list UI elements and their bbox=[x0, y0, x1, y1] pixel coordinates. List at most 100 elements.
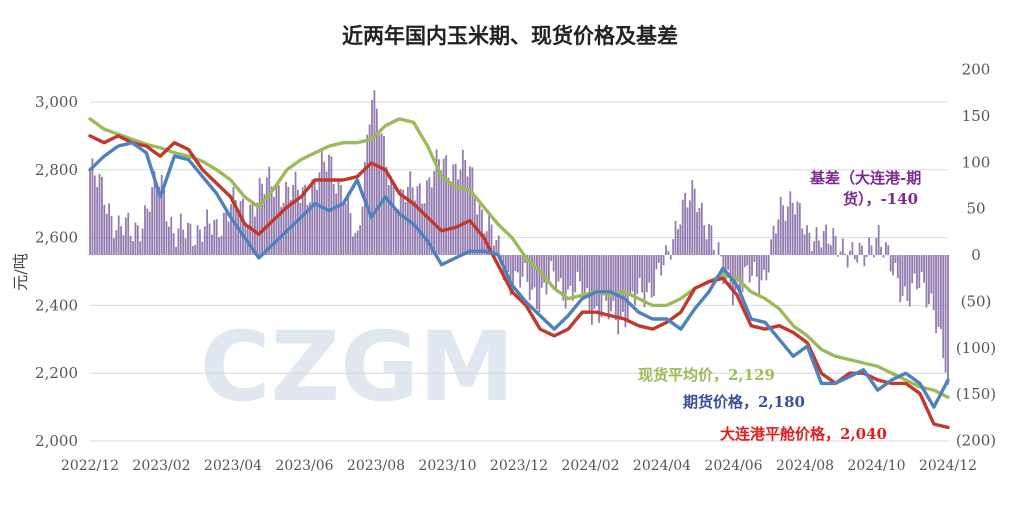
basis-bar bbox=[767, 255, 770, 273]
basis-bar bbox=[521, 255, 524, 277]
dalian-series-label: 大连港平舱价格，2,040 bbox=[720, 425, 887, 443]
y-tick-label-left: 2,800 bbox=[35, 161, 78, 179]
basis-bar bbox=[351, 236, 354, 255]
basis-bar bbox=[679, 224, 682, 255]
basis-bar bbox=[739, 255, 741, 296]
basis-bar bbox=[892, 255, 894, 276]
basis-bar bbox=[392, 181, 395, 255]
basis-bar bbox=[868, 237, 871, 255]
basis-bar bbox=[373, 90, 376, 255]
basis-bar bbox=[318, 172, 321, 255]
basis-bar bbox=[230, 204, 232, 255]
basis-bar bbox=[93, 175, 96, 255]
basis-bar bbox=[691, 180, 694, 255]
basis-bar bbox=[120, 226, 122, 255]
basis-bar bbox=[607, 255, 610, 320]
basis-bar bbox=[669, 255, 672, 260]
basis-bar bbox=[139, 241, 142, 255]
basis-bar bbox=[901, 255, 904, 297]
basis-bar bbox=[588, 255, 591, 312]
basis-bar bbox=[156, 184, 158, 255]
basis-bar bbox=[449, 183, 452, 255]
basis-bar bbox=[641, 255, 643, 293]
y-axis-left: 2,000 2,200 2,400 2,600 2,800 3,000 bbox=[35, 93, 78, 450]
basis-bar bbox=[399, 188, 402, 255]
basis-bar bbox=[273, 196, 275, 255]
basis-bar bbox=[906, 255, 909, 302]
basis-bar bbox=[631, 255, 634, 292]
basis-bar bbox=[488, 213, 491, 255]
basis-bar bbox=[337, 179, 340, 255]
basis-bar bbox=[829, 245, 832, 255]
basis-bar bbox=[177, 228, 180, 255]
basis-bar bbox=[569, 255, 572, 286]
basis-bar bbox=[559, 255, 562, 279]
basis-bar bbox=[280, 206, 283, 255]
basis-bar bbox=[684, 192, 687, 255]
basis-bar bbox=[344, 203, 347, 255]
basis-bar bbox=[175, 246, 177, 255]
basis-bar bbox=[371, 99, 373, 255]
basis-bar bbox=[191, 246, 194, 255]
basis-bar bbox=[96, 187, 99, 255]
basis-bar bbox=[614, 255, 617, 321]
basis-bar bbox=[837, 255, 839, 257]
basis-bar bbox=[727, 255, 730, 270]
basis-bar bbox=[440, 170, 443, 255]
basis-bar bbox=[397, 209, 400, 255]
y-tick-label-right: 100 bbox=[962, 153, 991, 171]
basis-bar bbox=[638, 255, 641, 278]
watermark: CZGM bbox=[200, 311, 514, 423]
basis-bar bbox=[261, 183, 263, 255]
basis-bar bbox=[514, 255, 517, 272]
basis-bar bbox=[340, 185, 342, 255]
basis-bar bbox=[385, 166, 388, 255]
basis-bar bbox=[765, 255, 768, 281]
basis-bar bbox=[853, 255, 856, 260]
y-tick-label-right: (150) bbox=[956, 385, 996, 403]
x-axis: 2022/12 2023/02 2023/04 2023/06 2023/08 2023/… bbox=[61, 458, 977, 474]
basis-bar bbox=[755, 255, 758, 278]
basis-bar bbox=[543, 255, 545, 283]
basis-bar bbox=[182, 229, 185, 255]
basis-bar bbox=[746, 255, 749, 266]
basis-bar bbox=[925, 255, 928, 308]
basis-bar bbox=[832, 228, 835, 255]
basis-bar bbox=[516, 255, 519, 273]
x-tick-label: 2023/12 bbox=[490, 458, 548, 474]
basis-bar bbox=[179, 213, 182, 255]
basis-bar bbox=[122, 235, 125, 255]
futures-price-line bbox=[88, 141, 950, 409]
basis-bar bbox=[758, 255, 761, 295]
basis-bar bbox=[590, 255, 593, 325]
basis-bar bbox=[705, 239, 708, 255]
basis-bar bbox=[629, 255, 632, 295]
basis-bar bbox=[562, 255, 565, 301]
basis-bar bbox=[146, 208, 149, 255]
basis-bar bbox=[856, 255, 859, 263]
basis-bar bbox=[875, 237, 878, 255]
basis-bar bbox=[626, 255, 629, 322]
basis-bar bbox=[89, 171, 91, 255]
basis-bar bbox=[201, 241, 204, 255]
basis-bar bbox=[602, 255, 605, 296]
basis-bar bbox=[763, 255, 765, 270]
basis-bar bbox=[686, 207, 689, 255]
basis-bar bbox=[265, 177, 268, 255]
y-tick-label-left: 2,000 bbox=[35, 432, 78, 450]
basis-bar bbox=[717, 242, 720, 255]
basis-bar bbox=[442, 158, 445, 255]
basis-bar bbox=[894, 255, 897, 263]
basis-bar bbox=[896, 255, 899, 279]
basis-bar bbox=[653, 255, 655, 296]
basis-bar bbox=[916, 255, 918, 290]
basis-bar bbox=[170, 216, 173, 255]
basis-bar bbox=[435, 149, 438, 255]
y-axis-label: 元/吨 bbox=[11, 253, 30, 290]
basis-bar bbox=[237, 213, 240, 255]
basis-bar bbox=[743, 255, 746, 268]
x-tick-label: 2024/02 bbox=[561, 458, 619, 474]
basis-bar bbox=[129, 235, 132, 255]
basis-bar bbox=[770, 239, 773, 255]
basis-bar bbox=[815, 227, 818, 255]
